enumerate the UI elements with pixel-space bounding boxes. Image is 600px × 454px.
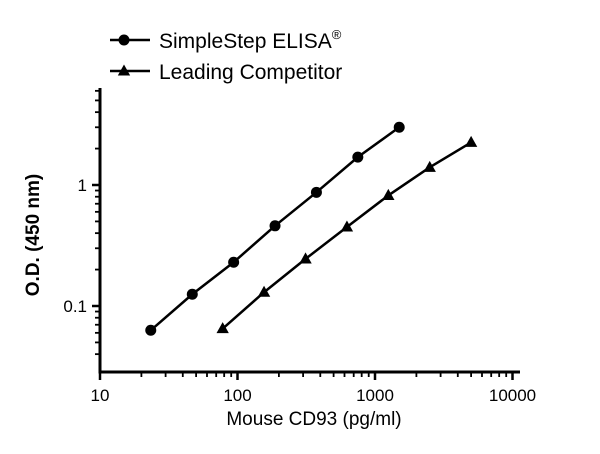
data-point-triangle	[382, 188, 395, 200]
series-0	[145, 121, 405, 336]
series-1	[216, 135, 478, 334]
data-point-triangle	[299, 252, 312, 264]
data-point-triangle	[257, 285, 271, 297]
legend-marker-triangle	[117, 64, 131, 76]
legend-label-text: Leading Competitor	[159, 61, 342, 84]
legend: SimpleStep ELISA® Leading Competitor	[110, 27, 342, 84]
data-point-circle	[186, 288, 198, 300]
data-point-circle	[228, 256, 240, 268]
axes	[98, 88, 520, 374]
y-axis-title: O.D. (450 nm)	[23, 174, 44, 296]
data-point-triangle	[423, 160, 436, 172]
legend-item: SimpleStep ELISA®	[110, 27, 342, 53]
data-point-triangle	[464, 135, 478, 147]
x-tick-label: 100	[223, 386, 251, 405]
legend-label: Leading Competitor	[159, 61, 342, 84]
x-tick-label: 10	[91, 386, 110, 405]
data-point-circle	[393, 121, 405, 133]
data-point-circle	[269, 220, 281, 232]
y-tick-label: 0.1	[63, 297, 87, 316]
data-point-circle	[310, 186, 322, 198]
ticks: 10 100 1000 10000 0.1 1	[63, 89, 536, 405]
legend-item: Leading Competitor	[110, 61, 342, 84]
x-tick-label: 10000	[489, 386, 536, 405]
data-point-circle	[352, 151, 364, 163]
legend-marker-circle	[118, 34, 130, 46]
legend-label: SimpleStep ELISA®	[159, 27, 342, 53]
series-layer	[145, 121, 478, 336]
legend-label-text: SimpleStep ELISA	[159, 30, 332, 53]
x-axis-title: Mouse CD93 (pg/ml)	[226, 409, 401, 430]
data-point-triangle	[216, 322, 229, 334]
data-point-triangle	[340, 220, 354, 232]
y-tick-label: 1	[78, 176, 87, 195]
registered-mark: ®	[332, 27, 342, 42]
x-tick-label: 1000	[356, 386, 394, 405]
data-point-circle	[145, 324, 157, 336]
